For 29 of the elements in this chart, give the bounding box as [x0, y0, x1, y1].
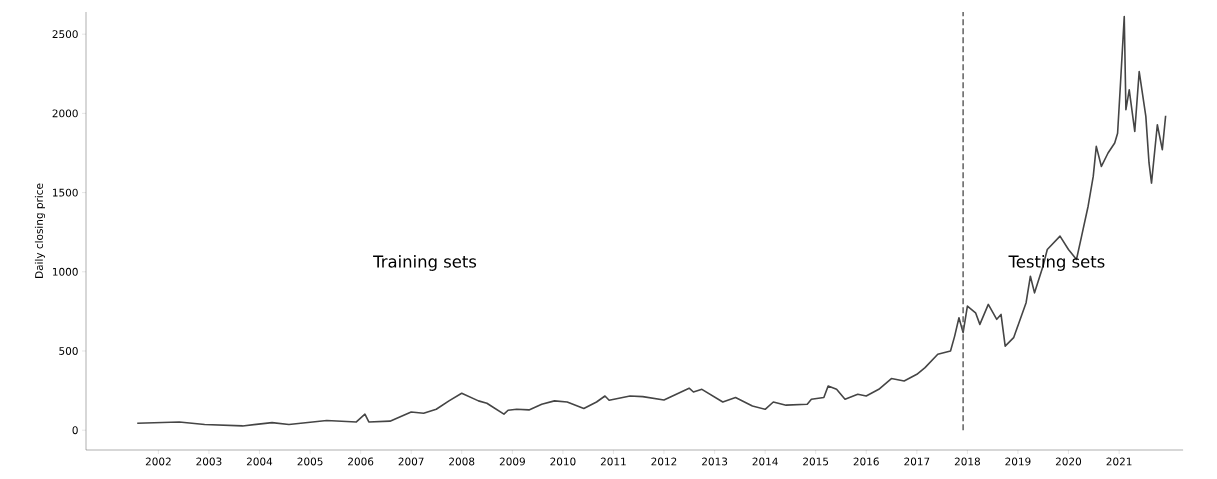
- x-tick-label: 2008: [449, 457, 475, 466]
- y-tick-label: 0: [72, 426, 78, 435]
- x-tick-label: 2003: [196, 457, 222, 466]
- x-tick-label: 2002: [145, 457, 171, 466]
- annotation: Training sets: [373, 255, 477, 271]
- y-tick-label: 1500: [53, 188, 78, 197]
- x-tick-label: 2013: [702, 457, 728, 466]
- y-tick-label: 2000: [52, 109, 78, 118]
- x-tick-label: 2017: [904, 457, 930, 466]
- y-axis-title: Daily closing price: [34, 183, 46, 278]
- x-tick-label: 2011: [600, 457, 626, 466]
- x-tick-label: 2014: [752, 457, 778, 466]
- y-tick-label: 2500: [52, 30, 78, 39]
- x-tick-label: 2012: [651, 457, 677, 466]
- x-tick-label: 2010: [550, 457, 576, 466]
- x-tick-label: 2020: [1055, 457, 1082, 466]
- x-tick-label: 2021: [1106, 457, 1132, 466]
- y-tick-label: 500: [59, 347, 78, 355]
- x-tick-label: 2005: [297, 457, 323, 466]
- x-tick-label: 2006: [348, 457, 374, 466]
- x-tick-label: 2015: [803, 457, 829, 466]
- line-series: [136, 15, 1167, 427]
- x-tick-label: 2009: [499, 457, 525, 466]
- x-tick-label: 2018: [954, 457, 980, 466]
- x-tick-label: 2016: [853, 457, 879, 466]
- y-tick-label: 1000: [53, 267, 78, 276]
- x-tick-label: 2019: [1005, 457, 1031, 466]
- x-tick-label: 2007: [398, 457, 424, 466]
- x-tick-label: 2004: [246, 457, 273, 466]
